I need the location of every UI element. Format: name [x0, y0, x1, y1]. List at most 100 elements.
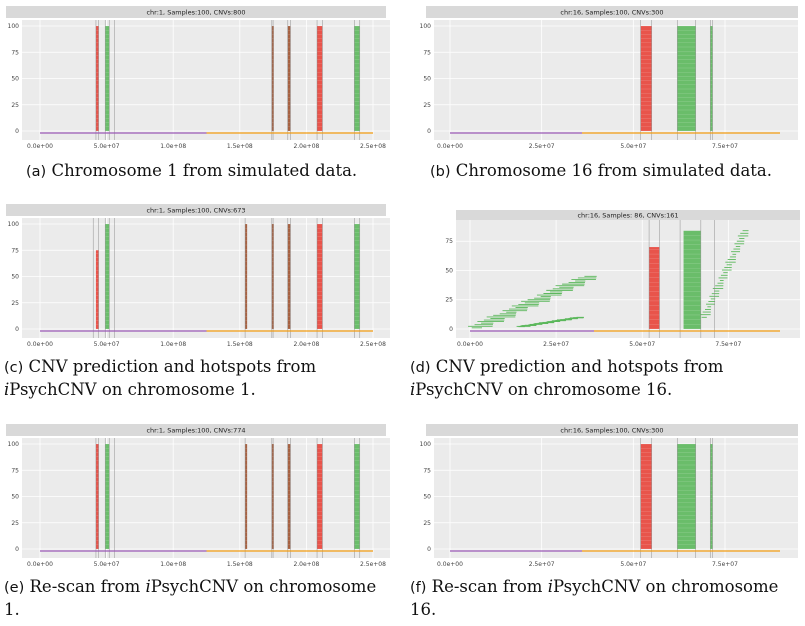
y-tick-label: 0 — [427, 546, 431, 553]
y-tick-label: 0 — [427, 128, 431, 135]
cnv-band-fill — [683, 230, 701, 329]
caption-c-line2: iPsychCNV on chromosome 1. — [4, 379, 392, 401]
x-tick-label: 2.0e+08 — [293, 561, 319, 568]
x-tick-label: 5.0e+07 — [94, 143, 120, 150]
cnv-band-fill — [287, 444, 291, 549]
cnv-band-fill — [354, 444, 360, 549]
caption-a-label: (a) — [26, 164, 47, 180]
x-tick-label: 2.5e+08 — [360, 143, 386, 150]
cnv-band — [640, 443, 652, 550]
x-tick-label: 1.5e+08 — [227, 341, 253, 348]
x-tick-label: 5.0e+07 — [94, 341, 120, 348]
figure-panel-d: chr:16, Samples: 86, CNVs:161 75 50 25 0 0.0e… — [408, 198, 800, 350]
y-tick-label: 100 — [420, 441, 432, 448]
caption-c-it: i — [4, 380, 10, 399]
plot-d: chr:16, Samples: 86, CNVs:161 75 50 25 0 0.0e… — [445, 210, 800, 348]
facet-strip — [6, 6, 386, 18]
caption-c-text1: CNV prediction and hotspots from — [28, 357, 317, 376]
caption-b-label: (b) — [430, 164, 451, 180]
caption-b-text: Chromosome 16 from simulated data. — [455, 161, 772, 180]
x-tick-label: 1.5e+08 — [227, 143, 253, 150]
caption-f-it: i — [547, 577, 553, 596]
x-tick-label: 0.0e+00 — [27, 143, 53, 150]
cnv-band — [287, 443, 291, 550]
y-tick-label: 50 — [11, 274, 19, 281]
caption-e-label: (e) — [4, 580, 25, 596]
caption-a: (a) Chromosome 1 from simulated data. — [26, 160, 396, 183]
plot-panel-bg — [456, 220, 800, 338]
cnv-band — [95, 443, 99, 550]
cnv-band-fill — [95, 250, 99, 329]
facet-strip-label: chr:16, Samples: 86, CNVs:161 — [577, 211, 678, 219]
cnv-band — [317, 25, 323, 132]
cnv-band — [677, 443, 696, 550]
y-tick-label: 75 — [11, 49, 19, 56]
x-tick-label: 2.5e+07 — [543, 341, 569, 348]
facet-strip — [426, 6, 798, 18]
cnv-band — [287, 25, 291, 132]
x-tick-label: 2.5e+07 — [529, 143, 555, 150]
facet-strip — [426, 424, 798, 436]
plot-e: chr:1, Samples:100, CNVs:774 100 75 50 25 0 0.… — [6, 424, 390, 568]
caption-e-line2: 1. — [4, 600, 20, 619]
y-tick-label: 25 — [423, 102, 431, 109]
facet-strip-label: chr:1, Samples:100, CNVs:774 — [146, 426, 245, 434]
y-tick-label: 75 — [11, 467, 19, 474]
cnv-band-fill — [649, 247, 660, 329]
y-tick-label: 75 — [423, 467, 431, 474]
cnv-band — [287, 223, 291, 330]
cnv-band — [710, 443, 713, 550]
cnv-band-fill — [287, 224, 291, 329]
plot-c: chr:1, Samples:100, CNVs:673 100 75 50 25 0 0.… — [6, 204, 390, 348]
y-tick-label: 75 — [423, 49, 431, 56]
cnv-band — [710, 25, 713, 132]
cnv-band-fill — [677, 444, 696, 549]
x-tick-label: 1.0e+08 — [160, 143, 186, 150]
cnv-band-fill — [354, 26, 360, 131]
cnv-band — [95, 250, 99, 330]
y-tick-label: 25 — [445, 297, 453, 304]
cnv-band — [354, 223, 360, 330]
cnv-band-fill — [317, 444, 323, 549]
x-tick-label: 7.5e+07 — [712, 143, 738, 150]
y-tick-label: 50 — [11, 494, 19, 501]
caption-d-line2: iPsychCNV on chromosome 16. — [410, 379, 800, 401]
cnv-band-fill — [640, 26, 652, 131]
cnv-band-fill — [105, 26, 110, 131]
figure-panel-b: chr:16, Samples:100, CNVs:300 100 75 50 25 0 0… — [408, 0, 800, 152]
plot-panel-bg — [434, 20, 798, 140]
caption-e: (e) Re-scan from iPsychCNV on chromosome… — [4, 576, 392, 621]
cnv-band-fill — [317, 224, 323, 329]
facet-strip-label: chr:1, Samples:100, CNVs:673 — [146, 206, 245, 214]
caption-b: (b) Chromosome 16 from simulated data. — [430, 160, 800, 183]
y-tick-label: 50 — [423, 76, 431, 83]
cnv-band — [105, 25, 110, 132]
caption-e-line1: (e) Re-scan from iPsychCNV on chromosome — [4, 576, 392, 599]
x-tick-label: 2.5e+08 — [360, 561, 386, 568]
caption-f: (f) Re-scan from iPsychCNV on chromosome… — [410, 576, 800, 621]
figure-panel-c: chr:1, Samples:100, CNVs:673 100 75 50 25 0 0.… — [0, 198, 392, 350]
x-tick-label: 1.5e+08 — [227, 561, 253, 568]
facet-strip — [6, 204, 386, 216]
y-tick-label: 25 — [11, 102, 19, 109]
cnv-band-fill — [105, 224, 110, 329]
cnv-band-fill — [105, 444, 110, 549]
figure-panel-e: chr:1, Samples:100, CNVs:774 100 75 50 25 0 0.… — [0, 418, 392, 570]
y-tick-label: 100 — [420, 23, 432, 30]
caption-d-text1: CNV prediction and hotspots from — [435, 357, 724, 376]
caption-e-it: i — [145, 577, 151, 596]
cnv-band-fill — [317, 26, 323, 131]
caption-f-text1b: PsychCNV on chromosome — [552, 577, 779, 596]
y-tick-label: 0 — [15, 546, 19, 553]
x-tick-label: 0.0e+00 — [27, 561, 53, 568]
x-tick-label: 7.5e+07 — [715, 341, 741, 348]
y-tick-label: 100 — [8, 23, 20, 30]
cnv-band — [105, 443, 110, 550]
y-tick-label: 50 — [445, 267, 453, 274]
cnv-band — [683, 230, 701, 330]
cnv-band — [640, 25, 652, 132]
cnv-band — [354, 25, 360, 132]
plot-b: chr:16, Samples:100, CNVs:300 100 75 50 25 0 0… — [420, 6, 798, 150]
y-tick-label: 100 — [8, 221, 20, 228]
x-tick-label: 7.5e+07 — [712, 561, 738, 568]
